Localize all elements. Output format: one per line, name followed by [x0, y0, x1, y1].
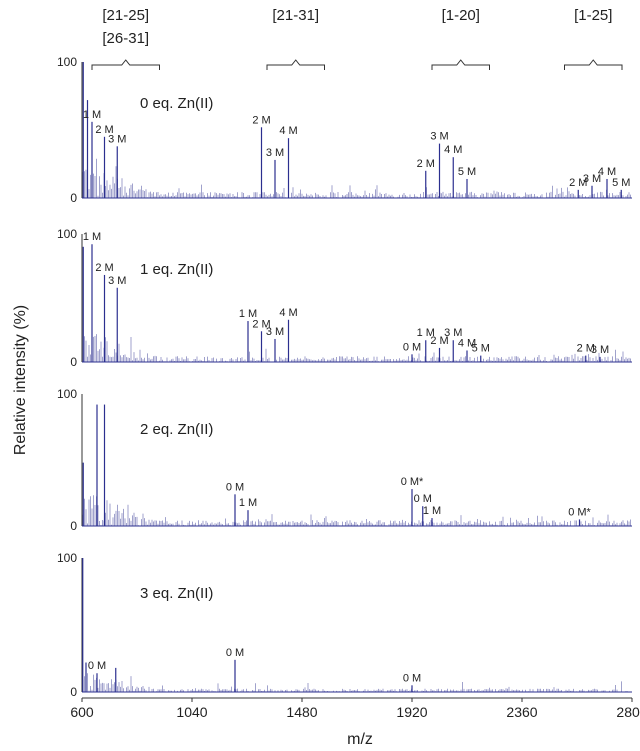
fragment-label: [1-20] [442, 7, 480, 24]
fragment-bracket [431, 59, 490, 70]
y-tick-label: 100 [57, 55, 77, 69]
y-tick-label: 0 [70, 191, 77, 205]
spectrum-panel: 100 0 0 M 0 M 0 M 3 eq. Zn(II) [57, 551, 632, 699]
fragment-bracket [266, 59, 325, 70]
peak-label: 5 M [472, 343, 490, 355]
peak-label: 5 M [612, 177, 630, 189]
peak-label: 4 M [279, 125, 297, 137]
x-tick-label: 1480 [286, 704, 317, 720]
peak-label: 0 M [88, 660, 106, 672]
peak-label: 1 M [83, 231, 101, 243]
spectrum-noise [82, 495, 631, 526]
fragment-brackets: [21-25] [26-31] [21-31] [1-20] [1-25] [91, 7, 623, 70]
x-tick-label: 2800 [616, 704, 640, 720]
spectrum-noise [82, 673, 631, 692]
fragment-label: [21-25] [102, 7, 149, 24]
fragment-label: [1-25] [574, 7, 612, 24]
peak-label: 1 M [423, 505, 441, 517]
peak-label: 2 M [95, 262, 113, 274]
peak-label: 2 M [252, 114, 270, 126]
peak-label: 3 M [266, 326, 284, 338]
peak-label: 1 M [239, 308, 257, 320]
peak-label: 3 M [591, 344, 609, 356]
condition-label: 0 eq. Zn(II) [140, 95, 213, 112]
fragment-label: [21-31] [272, 7, 319, 24]
condition-label: 3 eq. Zn(II) [140, 585, 213, 602]
y-tick-label: 0 [70, 685, 77, 699]
fragment-bracket [564, 59, 623, 70]
peak-label: 0 M [226, 481, 244, 493]
peak-label: 2 M [430, 335, 448, 347]
condition-label: 2 eq. Zn(II) [140, 421, 213, 438]
peak-label: 3 M [108, 275, 126, 287]
x-tick-label: 600 [70, 704, 94, 720]
y-tick-label: 0 [70, 355, 77, 369]
condition-label: 1 eq. Zn(II) [140, 261, 213, 278]
peak-label: 4 M [458, 337, 476, 349]
y-axis-title: Relative intensity (%) [12, 305, 29, 455]
peak-label: 0 M [403, 672, 421, 684]
peak-label: 3 M [430, 131, 448, 143]
peak-label: 0 M [403, 341, 421, 353]
peak-label: 0 M [414, 493, 432, 505]
peak-label: 4 M [598, 166, 616, 178]
peak-label: 3 M [266, 147, 284, 159]
spectrum-noise [82, 334, 631, 362]
y-tick-label: 100 [57, 387, 77, 401]
x-axis-title: m/z [347, 731, 373, 748]
y-tick-label: 100 [57, 551, 77, 565]
peak-label: 4 M [279, 307, 297, 319]
x-tick-label: 1040 [176, 704, 207, 720]
peak-label: 3 M [583, 173, 601, 185]
peak-label: 2 M [95, 124, 113, 136]
x-axis: 600 1040 1480 1920 2360 2800 [70, 697, 640, 720]
peak-label: 1 M [417, 327, 435, 339]
fragment-label: [26-31] [102, 30, 149, 47]
peak-label: 0 M* [401, 476, 424, 488]
peak-label: 2 M [569, 177, 587, 189]
peak-label: 4 M [444, 144, 462, 156]
x-tick-label: 1920 [396, 704, 427, 720]
fragment-bracket [91, 59, 160, 70]
peak-label: 2 M [577, 343, 595, 355]
peak-label: 0 M [226, 647, 244, 659]
peak-label: 1 M [83, 109, 101, 121]
x-tick-label: 2360 [506, 704, 537, 720]
spectrum-noise [82, 158, 631, 198]
y-tick-label: 100 [57, 227, 77, 241]
peak-label: 0 M* [568, 506, 591, 518]
peak-label: 5 M [458, 166, 476, 178]
peak-label: 3 M [108, 133, 126, 145]
peak-label: 2 M [417, 158, 435, 170]
y-tick-label: 0 [70, 519, 77, 533]
peak-label: 1 M [239, 497, 257, 509]
peak-label: 2 M [252, 318, 270, 330]
peak-label: 3 M [444, 327, 462, 339]
